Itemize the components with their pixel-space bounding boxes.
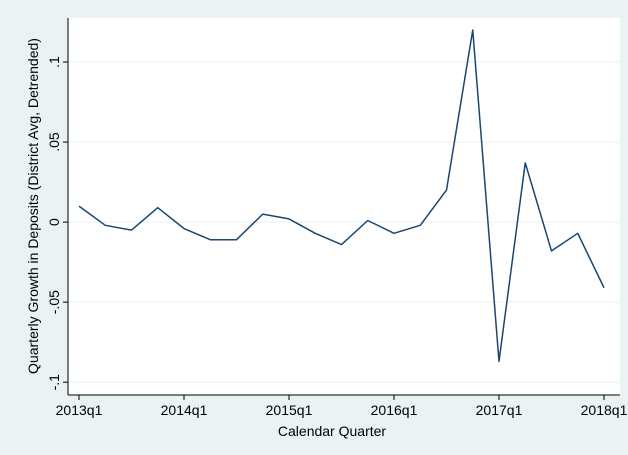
y-tick-label: .1	[46, 56, 62, 68]
line	[78, 29, 605, 363]
x-tick-label: 2014q1	[161, 402, 208, 418]
x-tick-label: 2013q1	[56, 402, 103, 418]
y-axis-title: Quarterly Growth in Deposits (District A…	[25, 38, 41, 374]
x-tick-label: 2018q1	[581, 402, 628, 418]
x-tick-label: 2015q1	[266, 402, 313, 418]
y-tick-label: 0	[46, 218, 62, 226]
y-tick-label: -.1	[46, 374, 62, 391]
y-tick-label: -.05	[46, 290, 62, 314]
x-tick-label: 2017q1	[476, 402, 523, 418]
x-tick-label: 2016q1	[371, 402, 418, 418]
y-tick-label: .05	[46, 132, 62, 152]
x-axis-title: Calendar Quarter	[278, 423, 387, 439]
plot-area	[68, 18, 620, 395]
